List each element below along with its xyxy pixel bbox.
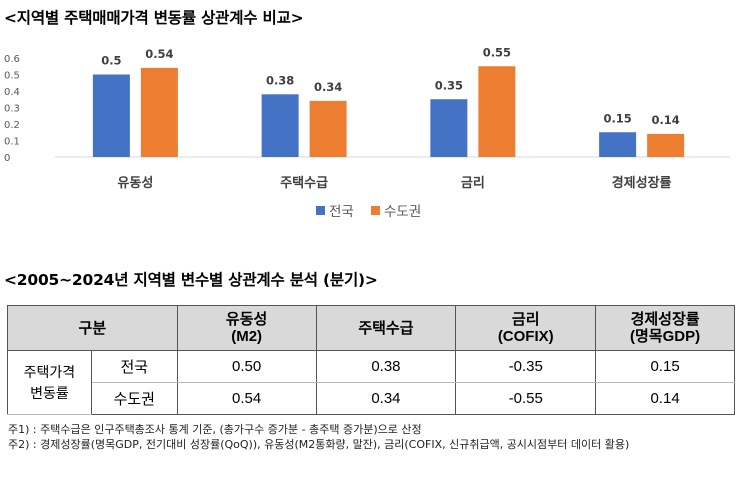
- header-growth: 경제성장률 (명목GDP): [595, 305, 735, 351]
- header-interest: 금리 (COFIX): [455, 305, 597, 351]
- row-group-line2: 변동률: [30, 384, 69, 401]
- legend-swatch: [371, 206, 380, 215]
- table-header-row: 구분 유동성 (M2) 주택수급 금리 (COFIX) 경제성장률 (명목GDP): [7, 305, 735, 351]
- table-title: <2005~2024년 지역별 변수별 상관계수 분석 (분기)>: [4, 271, 378, 289]
- bar: [599, 132, 637, 157]
- data-label: 0.55: [483, 45, 511, 59]
- table-cell: -0.35: [455, 350, 597, 383]
- row-group-line1: 주택가격: [23, 363, 76, 380]
- y-tick-label: 0.2: [4, 120, 20, 131]
- y-tick-label: 0.1: [4, 137, 20, 148]
- footnote-label: 주1) :: [8, 423, 41, 436]
- correlation-table: 구분 유동성 (M2) 주택수급 금리 (COFIX) 경제성장률 (명목GDP) 주…: [7, 305, 735, 415]
- table-cell: 0.38: [315, 350, 457, 383]
- data-label: 0.38: [266, 73, 294, 87]
- bar: [92, 74, 130, 157]
- header-growth-label: 경제성장률: [630, 311, 700, 328]
- row-label: 전국: [90, 350, 178, 383]
- bar: [430, 99, 468, 157]
- x-axis: 유동성 주택수급 금리 경제성장률: [117, 175, 671, 191]
- header-housing-supply: 주택수급: [315, 305, 457, 351]
- y-tick-label: 0.5: [4, 71, 20, 82]
- table-row: 수도권 0.54 0.34 -0.55 0.14: [8, 382, 735, 415]
- data-label: 0.14: [651, 113, 679, 127]
- chart-title: <지역별 주택매매가격 변동률 상관계수 비교>: [4, 9, 304, 27]
- table-cell: 0.50: [176, 350, 317, 383]
- bar-chart: 00.10.20.30.40.50.6 0.5 0.540.38 0.34 0.350…: [4, 45, 730, 220]
- data-label: 0.54: [145, 47, 173, 61]
- legend: 전국 수도권: [316, 204, 421, 220]
- data-label: 0.15: [603, 111, 631, 125]
- header-liquidity: 유동성 (M2): [176, 305, 317, 351]
- footnote-label: 주2) :: [8, 438, 41, 451]
- header-group: 구분: [7, 305, 178, 351]
- data-label: 0.34: [314, 80, 342, 94]
- footnote: 주2) : 경제성장률(명목GDP, 전기대비 성장률(QoQ)), 유동성(M…: [8, 437, 738, 452]
- table-cell: -0.55: [455, 382, 597, 415]
- legend-label: 수도권: [384, 204, 421, 220]
- data-label: 0.35: [435, 78, 463, 92]
- table-cell: 0.54: [176, 382, 317, 415]
- y-tick-label: 0.3: [4, 104, 20, 115]
- bar: [261, 94, 299, 157]
- y-axis: 0 0.1 0.2 0.3 0.4 0.5 0.6: [4, 54, 20, 164]
- row-label: 수도권: [90, 382, 178, 415]
- table-cell: 0.15: [595, 350, 735, 383]
- data-label: 0.5: [101, 54, 121, 68]
- y-tick-label: 0: [4, 153, 10, 164]
- bar: [647, 133, 685, 157]
- y-tick-label: 0.4: [4, 87, 20, 98]
- y-tick-label: 0.6: [4, 54, 20, 65]
- legend-label: 전국: [329, 204, 354, 220]
- table-cell: 0.34: [315, 382, 457, 415]
- header-interest-sub: (COFIX): [497, 328, 554, 345]
- x-tick-label: 경제성장률: [612, 175, 672, 191]
- footnote-text: 경제성장률(명목GDP, 전기대비 성장률(QoQ)), 유동성(M2통화량, …: [40, 438, 630, 451]
- bar: [478, 66, 516, 157]
- header-interest-label: 금리: [511, 311, 540, 328]
- bar: [140, 67, 178, 157]
- x-tick-label: 유동성: [117, 176, 153, 191]
- bars: 0.5 0.54 0.38 0.34 0.35 0.55 0.15 0.14: [92, 45, 685, 157]
- bar: [309, 100, 347, 157]
- x-tick-label: 금리: [461, 175, 485, 191]
- footnote-text: 주택수급은 인구주택총조사 통계 기준, (총가구수 증가분 - 총주택 증가분…: [40, 423, 422, 436]
- header-liquidity-label: 유동성: [225, 311, 268, 328]
- x-tick-label: 주택수급: [280, 175, 328, 191]
- footnotes: 주1) : 주택수급은 인구주택총조사 통계 기준, (총가구수 증가분 - 총…: [8, 422, 738, 452]
- legend-swatch: [316, 206, 325, 215]
- footnote: 주1) : 주택수급은 인구주택총조사 통계 기준, (총가구수 증가분 - 총…: [8, 422, 738, 437]
- header-growth-sub: (명목GDP): [630, 328, 701, 345]
- table-cell: 0.14: [595, 382, 735, 415]
- header-liquidity-sub: (M2): [231, 328, 263, 345]
